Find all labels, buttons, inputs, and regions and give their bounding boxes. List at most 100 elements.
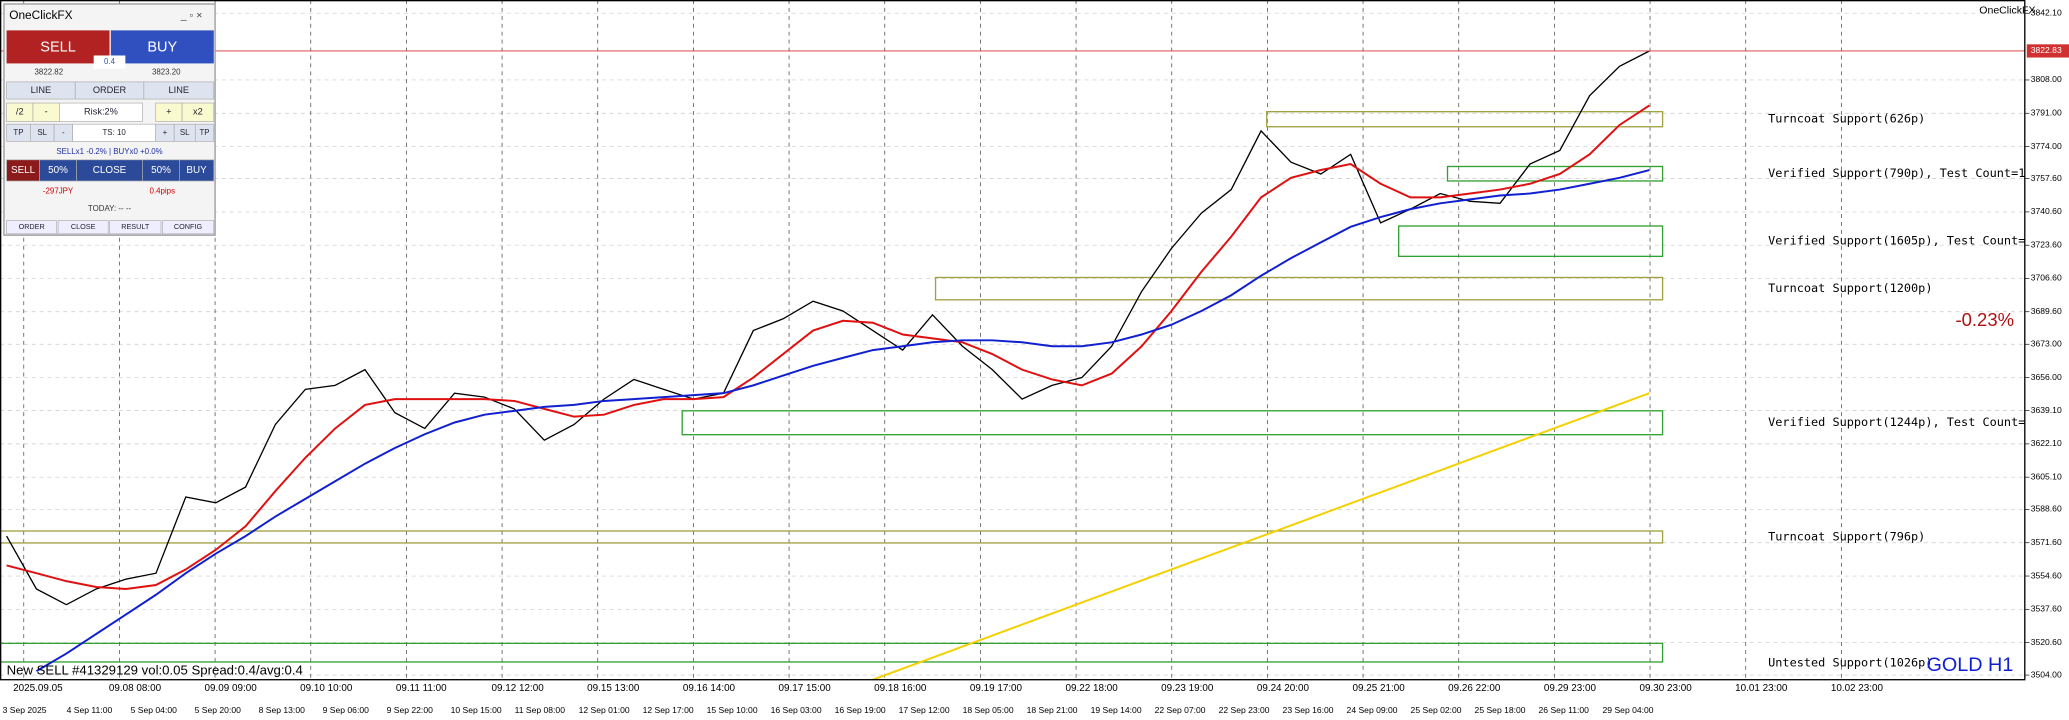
x-tick-label: 09.08 08:00 [109, 683, 162, 694]
moving-average [35, 169, 1650, 672]
buy-label: BUY [147, 39, 177, 55]
panel-button-label: Risk:2% [84, 107, 118, 117]
panel-button[interactable] [194, 123, 215, 142]
x-tick-label: 25 Sep 02:00 [1411, 705, 1462, 715]
panel-button-label: ORDER [93, 85, 127, 95]
y-tick-label: 3689.60 [2031, 306, 2062, 316]
x-tick-label: 16 Sep 03:00 [771, 705, 822, 715]
panel-button[interactable] [109, 220, 162, 235]
x-tick-label: 09.22 18:00 [1066, 683, 1119, 694]
spread: 0.4 [104, 57, 116, 66]
x-tick-label: 23 Sep 16:00 [1283, 705, 1334, 715]
panel-button-label: SELL [11, 165, 36, 176]
x-tick-label: 9 Sep 06:00 [323, 705, 369, 715]
panel-button-label: CLOSE [71, 222, 96, 231]
panel-button-label: CONFIG [174, 222, 203, 231]
panel-button-label: ORDER [19, 222, 45, 231]
x-tick-label: 16 Sep 19:00 [835, 705, 886, 715]
y-tick-label: 3605.10 [2031, 471, 2062, 481]
x-tick-label: 09.26 22:00 [1448, 683, 1501, 694]
sell-label: SELL [40, 39, 75, 55]
symbol: GOLD H1 [1926, 654, 2013, 676]
panel-button-label: + [166, 107, 171, 117]
panel-button-label: 50% [48, 165, 68, 176]
y-tick-label: 3791.00 [2031, 108, 2062, 118]
x-tick-label: 09.19 17:00 [970, 683, 1023, 694]
panel-button[interactable] [6, 220, 58, 235]
x-tick-label: 10.02 23:00 [1831, 683, 1884, 694]
panel-button[interactable] [179, 159, 215, 182]
panel-button-label: SL [37, 128, 47, 137]
x-tick-label: 19 Sep 14:00 [1091, 705, 1142, 715]
plot-border [0, 0, 2026, 681]
panel-button-label: 50% [151, 165, 171, 176]
panel-title: OneClickFX [9, 8, 72, 22]
oneclick-panel: OneClickFX _ ▫ × SELL BUY 0.4 3822.82 38… [3, 3, 216, 236]
zone-label: Turncoat Support(796p) [1768, 529, 1925, 543]
panel-button-label: LINE [169, 85, 190, 95]
y-tick-label: 3571.60 [2031, 537, 2062, 547]
zone-label: Verified Support(1605p), Test Count=1 [1768, 234, 2032, 248]
x-tick-label: 29 Sep 04:00 [1603, 705, 1654, 715]
panel-button[interactable] [57, 220, 109, 235]
pnl: -297JPY [43, 187, 74, 196]
x-tick-label: 11 Sep 08:00 [515, 705, 566, 715]
zone [0, 642, 1664, 663]
zone [1446, 165, 1664, 182]
y-tick-label: 3808.00 [2031, 74, 2062, 84]
zone [934, 276, 1664, 301]
x-tick-label: 12 Sep 17:00 [643, 705, 694, 715]
zone-label: Verified Support(1244p), Test Count=2 [1768, 415, 2032, 429]
current-price-label: 3822.83 [2031, 45, 2062, 55]
x-tick-label: 09.29 23:00 [1544, 683, 1597, 694]
x-tick-label: 5 Sep 20:00 [195, 705, 241, 715]
panel-button-label: + [163, 128, 168, 137]
x-tick-label: 09.17 15:00 [779, 683, 832, 694]
y-tick-label: 3842.10 [2031, 7, 2062, 17]
x-tick-label: 09.16 14:00 [683, 683, 736, 694]
zone-label: Turncoat Support(626p) [1768, 112, 1925, 126]
y-tick-label: 3537.60 [2031, 604, 2062, 614]
x-tick-label: 09.25 21:00 [1353, 683, 1406, 694]
panel-button-label: SL [180, 128, 190, 137]
panel-button-label: RESULT [121, 222, 150, 231]
x-tick-label: 09.12 12:00 [492, 683, 545, 694]
zone [0, 530, 1664, 544]
zone-label: Turncoat Support(1200p) [1768, 281, 1932, 295]
x-tick-label: 22 Sep 23:00 [1219, 705, 1270, 715]
spread-box [93, 55, 126, 69]
panel-button-label: LINE [31, 85, 52, 95]
y-tick-label: 3706.60 [2031, 273, 2062, 283]
sell-button[interactable] [6, 30, 110, 64]
position-status: SELLx1 -0.2% | BUYx0 +0.0% [56, 147, 162, 156]
bid: 3822.82 [35, 68, 64, 77]
y-tick-label: 3723.60 [2031, 239, 2062, 249]
zone [1398, 225, 1664, 258]
panel-button[interactable] [59, 102, 143, 122]
x-tick-label: 22 Sep 07:00 [1155, 705, 1206, 715]
x-tick-label: 10.01 23:00 [1735, 683, 1788, 694]
x-tick-label: 10 Sep 15:00 [451, 705, 502, 715]
moving-average [6, 104, 1650, 590]
y-tick-label: 3740.60 [2031, 206, 2062, 216]
panel-button[interactable] [161, 220, 215, 235]
panel-button-label: TP [199, 128, 209, 137]
current-price-box [2026, 44, 2069, 58]
status-line: New SELL #41329129 vol:0.05 Spread:0.4/a… [7, 663, 303, 678]
y-tick-label: 3554.60 [2031, 570, 2062, 580]
x-tick-label: 09.18 16:00 [874, 683, 927, 694]
panel-button-label: TS: 10 [102, 128, 126, 137]
y-tick-label: 3774.00 [2031, 141, 2062, 151]
x-tick-label: 09.15 13:00 [587, 683, 640, 694]
x-tick-label: 17 Sep 12:00 [899, 705, 950, 715]
x-tick-label: 24 Sep 09:00 [1347, 705, 1398, 715]
y-tick-label: 3520.60 [2031, 637, 2062, 647]
panel-controls[interactable]: _ ▫ × [180, 10, 203, 22]
panel-button[interactable] [143, 81, 215, 100]
panel-button[interactable] [181, 102, 215, 122]
panel-button-label: - [45, 107, 48, 117]
buy-button[interactable] [110, 30, 214, 64]
